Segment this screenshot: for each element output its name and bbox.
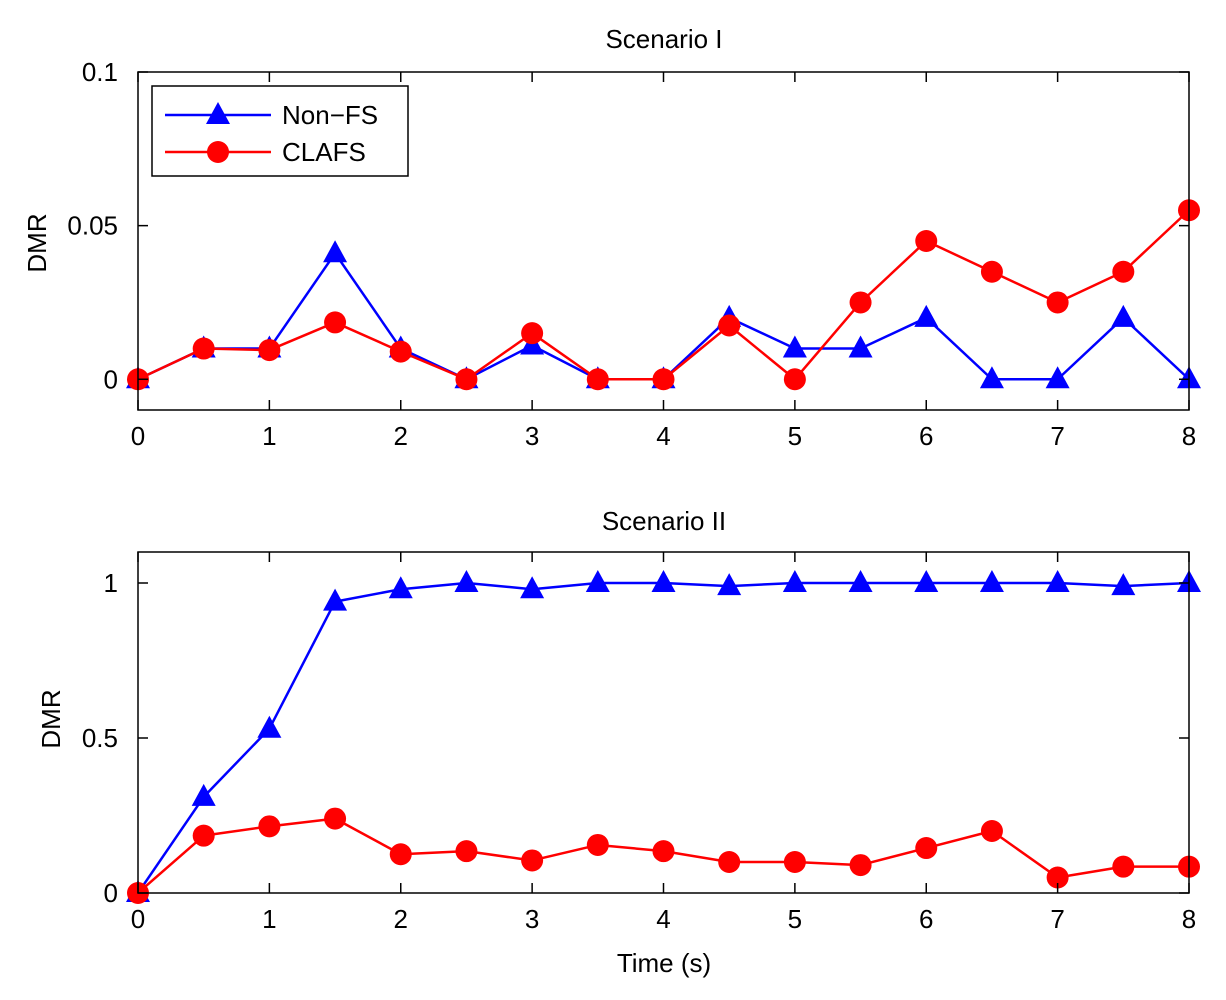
x-tick-label: 3 bbox=[525, 904, 539, 934]
x-tick-label: 3 bbox=[525, 421, 539, 451]
marker-non-fs bbox=[520, 576, 545, 599]
y-tick-label: 1 bbox=[104, 568, 118, 598]
marker-clafs bbox=[652, 840, 675, 863]
marker-non-fs bbox=[1111, 573, 1136, 596]
scenario-2-panel: Scenario II DMR Time (s) 0 1 2 3 4 5 6 7 8 0 0.5 1 bbox=[36, 506, 1201, 978]
marker-clafs bbox=[1112, 260, 1135, 283]
marker-non-fs bbox=[979, 570, 1004, 592]
legend-label-non-fs: Non−FS bbox=[282, 100, 378, 130]
marker-clafs bbox=[849, 854, 872, 877]
marker-clafs bbox=[915, 230, 938, 252]
marker-non-fs bbox=[1045, 366, 1070, 389]
legend-box bbox=[151, 85, 409, 177]
legend-label-clafs: CLAFS bbox=[282, 137, 366, 167]
x-tick-label: 7 bbox=[1050, 421, 1064, 451]
marker-clafs bbox=[324, 807, 347, 830]
marker-non-fs bbox=[323, 588, 348, 611]
marker-clafs bbox=[455, 840, 478, 863]
marker-non-fs bbox=[323, 240, 348, 263]
y-tick-label: 0.1 bbox=[82, 57, 118, 87]
x-tick-label: 6 bbox=[919, 904, 933, 934]
marker-clafs bbox=[718, 851, 741, 873]
marker-non-fs bbox=[1045, 570, 1070, 592]
legend-marker-non-fs bbox=[206, 102, 230, 124]
x-tick-label: 0 bbox=[131, 904, 145, 934]
marker-clafs bbox=[1046, 866, 1069, 889]
marker-non-fs bbox=[191, 783, 216, 806]
marker-clafs bbox=[521, 849, 544, 872]
marker-clafs bbox=[849, 291, 872, 314]
marker-non-fs bbox=[979, 366, 1004, 389]
marker-clafs bbox=[980, 260, 1003, 283]
scenario-1-plot-frame bbox=[137, 71, 1190, 411]
x-tick-label: 0 bbox=[131, 421, 145, 451]
marker-non-fs bbox=[454, 570, 479, 592]
marker-clafs bbox=[521, 322, 544, 345]
marker-clafs bbox=[324, 311, 347, 334]
marker-non-fs bbox=[914, 304, 939, 327]
x-tick-label: 2 bbox=[394, 421, 408, 451]
series-line-clafs bbox=[137, 209, 1190, 381]
scenario-1-title: Scenario I bbox=[605, 24, 722, 54]
scenario-2-plot-frame bbox=[137, 551, 1190, 894]
series-line-non-fs bbox=[137, 252, 1190, 381]
marker-non-fs bbox=[782, 335, 807, 358]
marker-non-fs bbox=[717, 573, 742, 596]
scenario-1-ylabel: DMR bbox=[22, 213, 52, 272]
marker-clafs bbox=[455, 368, 478, 391]
marker-clafs bbox=[980, 820, 1003, 842]
x-tick-label: 1 bbox=[262, 421, 276, 451]
marker-clafs bbox=[718, 314, 741, 337]
marker-non-fs bbox=[848, 570, 873, 592]
marker-clafs bbox=[586, 833, 609, 856]
y-tick-label: 0 bbox=[104, 364, 118, 394]
marker-clafs bbox=[192, 337, 215, 360]
marker-non-fs bbox=[388, 576, 413, 599]
x-tick-label: 4 bbox=[656, 904, 670, 934]
y-tick-label: 0.5 bbox=[82, 723, 118, 753]
x-tick-label: 8 bbox=[1182, 904, 1196, 934]
x-tick-label: 1 bbox=[262, 904, 276, 934]
marker-non-fs bbox=[585, 570, 610, 592]
marker-clafs bbox=[586, 368, 609, 391]
marker-non-fs bbox=[1111, 304, 1136, 327]
marker-clafs bbox=[192, 824, 215, 847]
marker-clafs bbox=[258, 815, 281, 838]
scenario-2-ylabel: DMR bbox=[36, 689, 66, 748]
marker-non-fs bbox=[848, 335, 873, 358]
marker-clafs bbox=[389, 843, 412, 866]
marker-clafs bbox=[1112, 855, 1135, 878]
x-tick-label: 5 bbox=[788, 904, 802, 934]
legend: Non−FS CLAFS bbox=[151, 85, 409, 177]
marker-non-fs bbox=[257, 715, 282, 738]
marker-clafs bbox=[389, 340, 412, 363]
x-tick-label: 8 bbox=[1182, 421, 1196, 451]
marker-clafs bbox=[783, 851, 806, 873]
x-tick-label: 5 bbox=[788, 421, 802, 451]
marker-clafs bbox=[915, 837, 938, 860]
x-axis-title: Time (s) bbox=[617, 948, 711, 978]
y-tick-label: 0.05 bbox=[67, 211, 118, 241]
marker-non-fs bbox=[651, 570, 676, 592]
scenario-1-panel: Scenario I DMR 0 1 2 3 4 5 6 7 8 0 0.05 0.1 Non−FS … bbox=[22, 24, 1201, 451]
x-tick-label: 4 bbox=[656, 421, 670, 451]
scenario-2-title: Scenario II bbox=[602, 506, 726, 536]
x-tick-label: 6 bbox=[919, 421, 933, 451]
marker-clafs bbox=[783, 368, 806, 391]
legend-marker-clafs bbox=[207, 141, 229, 163]
marker-non-fs bbox=[914, 570, 939, 592]
x-tick-label: 7 bbox=[1050, 904, 1064, 934]
x-tick-label: 2 bbox=[394, 904, 408, 934]
y-tick-label: 0 bbox=[104, 878, 118, 908]
marker-non-fs bbox=[782, 570, 807, 592]
marker-clafs bbox=[258, 339, 281, 362]
marker-clafs bbox=[652, 368, 675, 391]
marker-clafs bbox=[1046, 291, 1069, 314]
